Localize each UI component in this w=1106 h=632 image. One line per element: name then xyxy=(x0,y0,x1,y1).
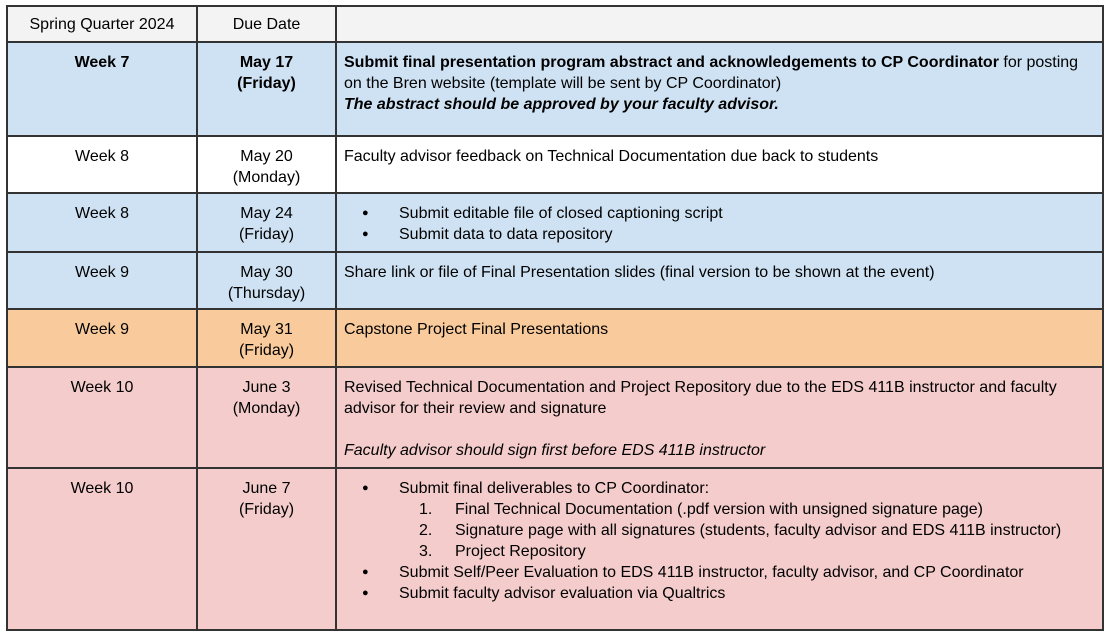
week-cell: Week 7 xyxy=(6,41,198,137)
table-row: Week 8 May 20 (Monday) Faculty advisor f… xyxy=(6,135,1104,194)
date-line: June 7 xyxy=(242,480,291,497)
header-quarter: Spring Quarter 2024 xyxy=(6,5,198,43)
date-cell: June 7 (Friday) xyxy=(196,467,337,631)
task-cell: Submit final deliverables to CP Coordina… xyxy=(335,467,1104,631)
table-row: Week 9 May 30 (Thursday) Share link or f… xyxy=(6,251,1104,310)
list-item: Submit faculty advisor evaluation via Qu… xyxy=(344,583,1094,604)
task-cell: Submit editable file of closed captionin… xyxy=(335,192,1104,253)
list-item: Submit Self/Peer Evaluation to EDS 411B … xyxy=(344,562,1094,583)
week-cell: Week 9 xyxy=(6,308,198,368)
numbered-list: 1. Final Technical Documentation (.pdf ve… xyxy=(344,499,1094,562)
weekday-line: (Monday) xyxy=(232,400,301,417)
list-item-text: Submit final deliverables to CP Coordina… xyxy=(399,480,710,497)
bullet-list: Submit editable file of closed captionin… xyxy=(344,203,1094,245)
table-row: Week 8 May 24 (Friday) Submit editable f… xyxy=(6,192,1104,253)
weekday-line: (Friday) xyxy=(238,226,295,243)
week-cell: Week 9 xyxy=(6,251,198,310)
task-cell: Faculty advisor feedback on Technical Do… xyxy=(335,135,1104,194)
item-text: Final Technical Documentation (.pdf vers… xyxy=(455,501,984,518)
date-line: May 24 xyxy=(240,205,293,222)
weekday-line: (Monday) xyxy=(232,169,301,186)
task-note: The abstract should be approved by your … xyxy=(344,96,779,113)
item-text: Signature page with all signatures (stud… xyxy=(455,522,1062,539)
weekday-line: (Friday) xyxy=(238,342,295,359)
week-cell: Week 8 xyxy=(6,192,198,253)
date-cell: May 20 (Monday) xyxy=(196,135,337,194)
numbered-item: 1. Final Technical Documentation (.pdf ve… xyxy=(344,499,1094,520)
header-row: Spring Quarter 2024 Due Date xyxy=(6,5,1104,43)
week-cell: Week 10 xyxy=(6,366,198,469)
weekday-line: (Thursday) xyxy=(227,285,306,302)
week-cell: Week 10 xyxy=(6,467,198,631)
week-cell: Week 8 xyxy=(6,135,198,194)
item-text: Project Repository xyxy=(455,543,586,560)
numbered-item: 3. Project Repository xyxy=(344,541,1094,562)
date-line: May 30 xyxy=(240,264,293,281)
table-row: Week 9 May 31 (Friday) Capstone Project … xyxy=(6,308,1104,368)
date-cell: May 30 (Thursday) xyxy=(196,251,337,310)
date-line: May 31 xyxy=(240,321,293,338)
task-text: Revised Technical Documentation and Proj… xyxy=(344,379,1057,417)
weekday-line: (Friday) xyxy=(237,75,296,92)
list-item: Submit final deliverables to CP Coordina… xyxy=(344,478,1094,562)
task-cell: Revised Technical Documentation and Proj… xyxy=(335,366,1104,469)
task-text: for posting on the Bren website (templat… xyxy=(344,54,1079,92)
date-cell: May 31 (Friday) xyxy=(196,308,337,368)
list-item: Submit data to data repository xyxy=(344,224,1094,245)
bullet-list: Submit final deliverables to CP Coordina… xyxy=(344,478,1094,604)
header-due-date: Due Date xyxy=(196,5,337,43)
item-number: 2. xyxy=(419,522,433,539)
task-cell: Share link or file of Final Presentation… xyxy=(335,251,1104,310)
list-item: Submit editable file of closed captionin… xyxy=(344,203,1094,224)
date-cell: June 3 (Monday) xyxy=(196,366,337,469)
item-number: 1. xyxy=(419,501,433,518)
table-row: Week 10 June 3 (Monday) Revised Technica… xyxy=(6,366,1104,469)
schedule-table: Spring Quarter 2024 Due Date Week 7 May … xyxy=(6,5,1104,631)
date-line: May 17 xyxy=(239,54,294,71)
item-number: 3. xyxy=(419,543,433,560)
date-cell: May 17 (Friday) xyxy=(196,41,337,137)
task-note: Faculty advisor should sign first before… xyxy=(344,442,766,459)
date-cell: May 24 (Friday) xyxy=(196,192,337,253)
table-row: Week 10 June 7 (Friday) Submit final del… xyxy=(6,467,1104,631)
task-bold-text: Submit final presentation program abstra… xyxy=(344,54,999,71)
header-task xyxy=(335,5,1104,43)
weekday-line: (Friday) xyxy=(238,501,295,518)
date-line: June 3 xyxy=(242,379,291,396)
task-cell: Capstone Project Final Presentations xyxy=(335,308,1104,368)
table-row: Week 7 May 17 (Friday) Submit final pres… xyxy=(6,41,1104,137)
task-cell: Submit final presentation program abstra… xyxy=(335,41,1104,137)
date-line: May 20 xyxy=(240,148,293,165)
numbered-item: 2. Signature page with all signatures (st… xyxy=(344,520,1094,541)
